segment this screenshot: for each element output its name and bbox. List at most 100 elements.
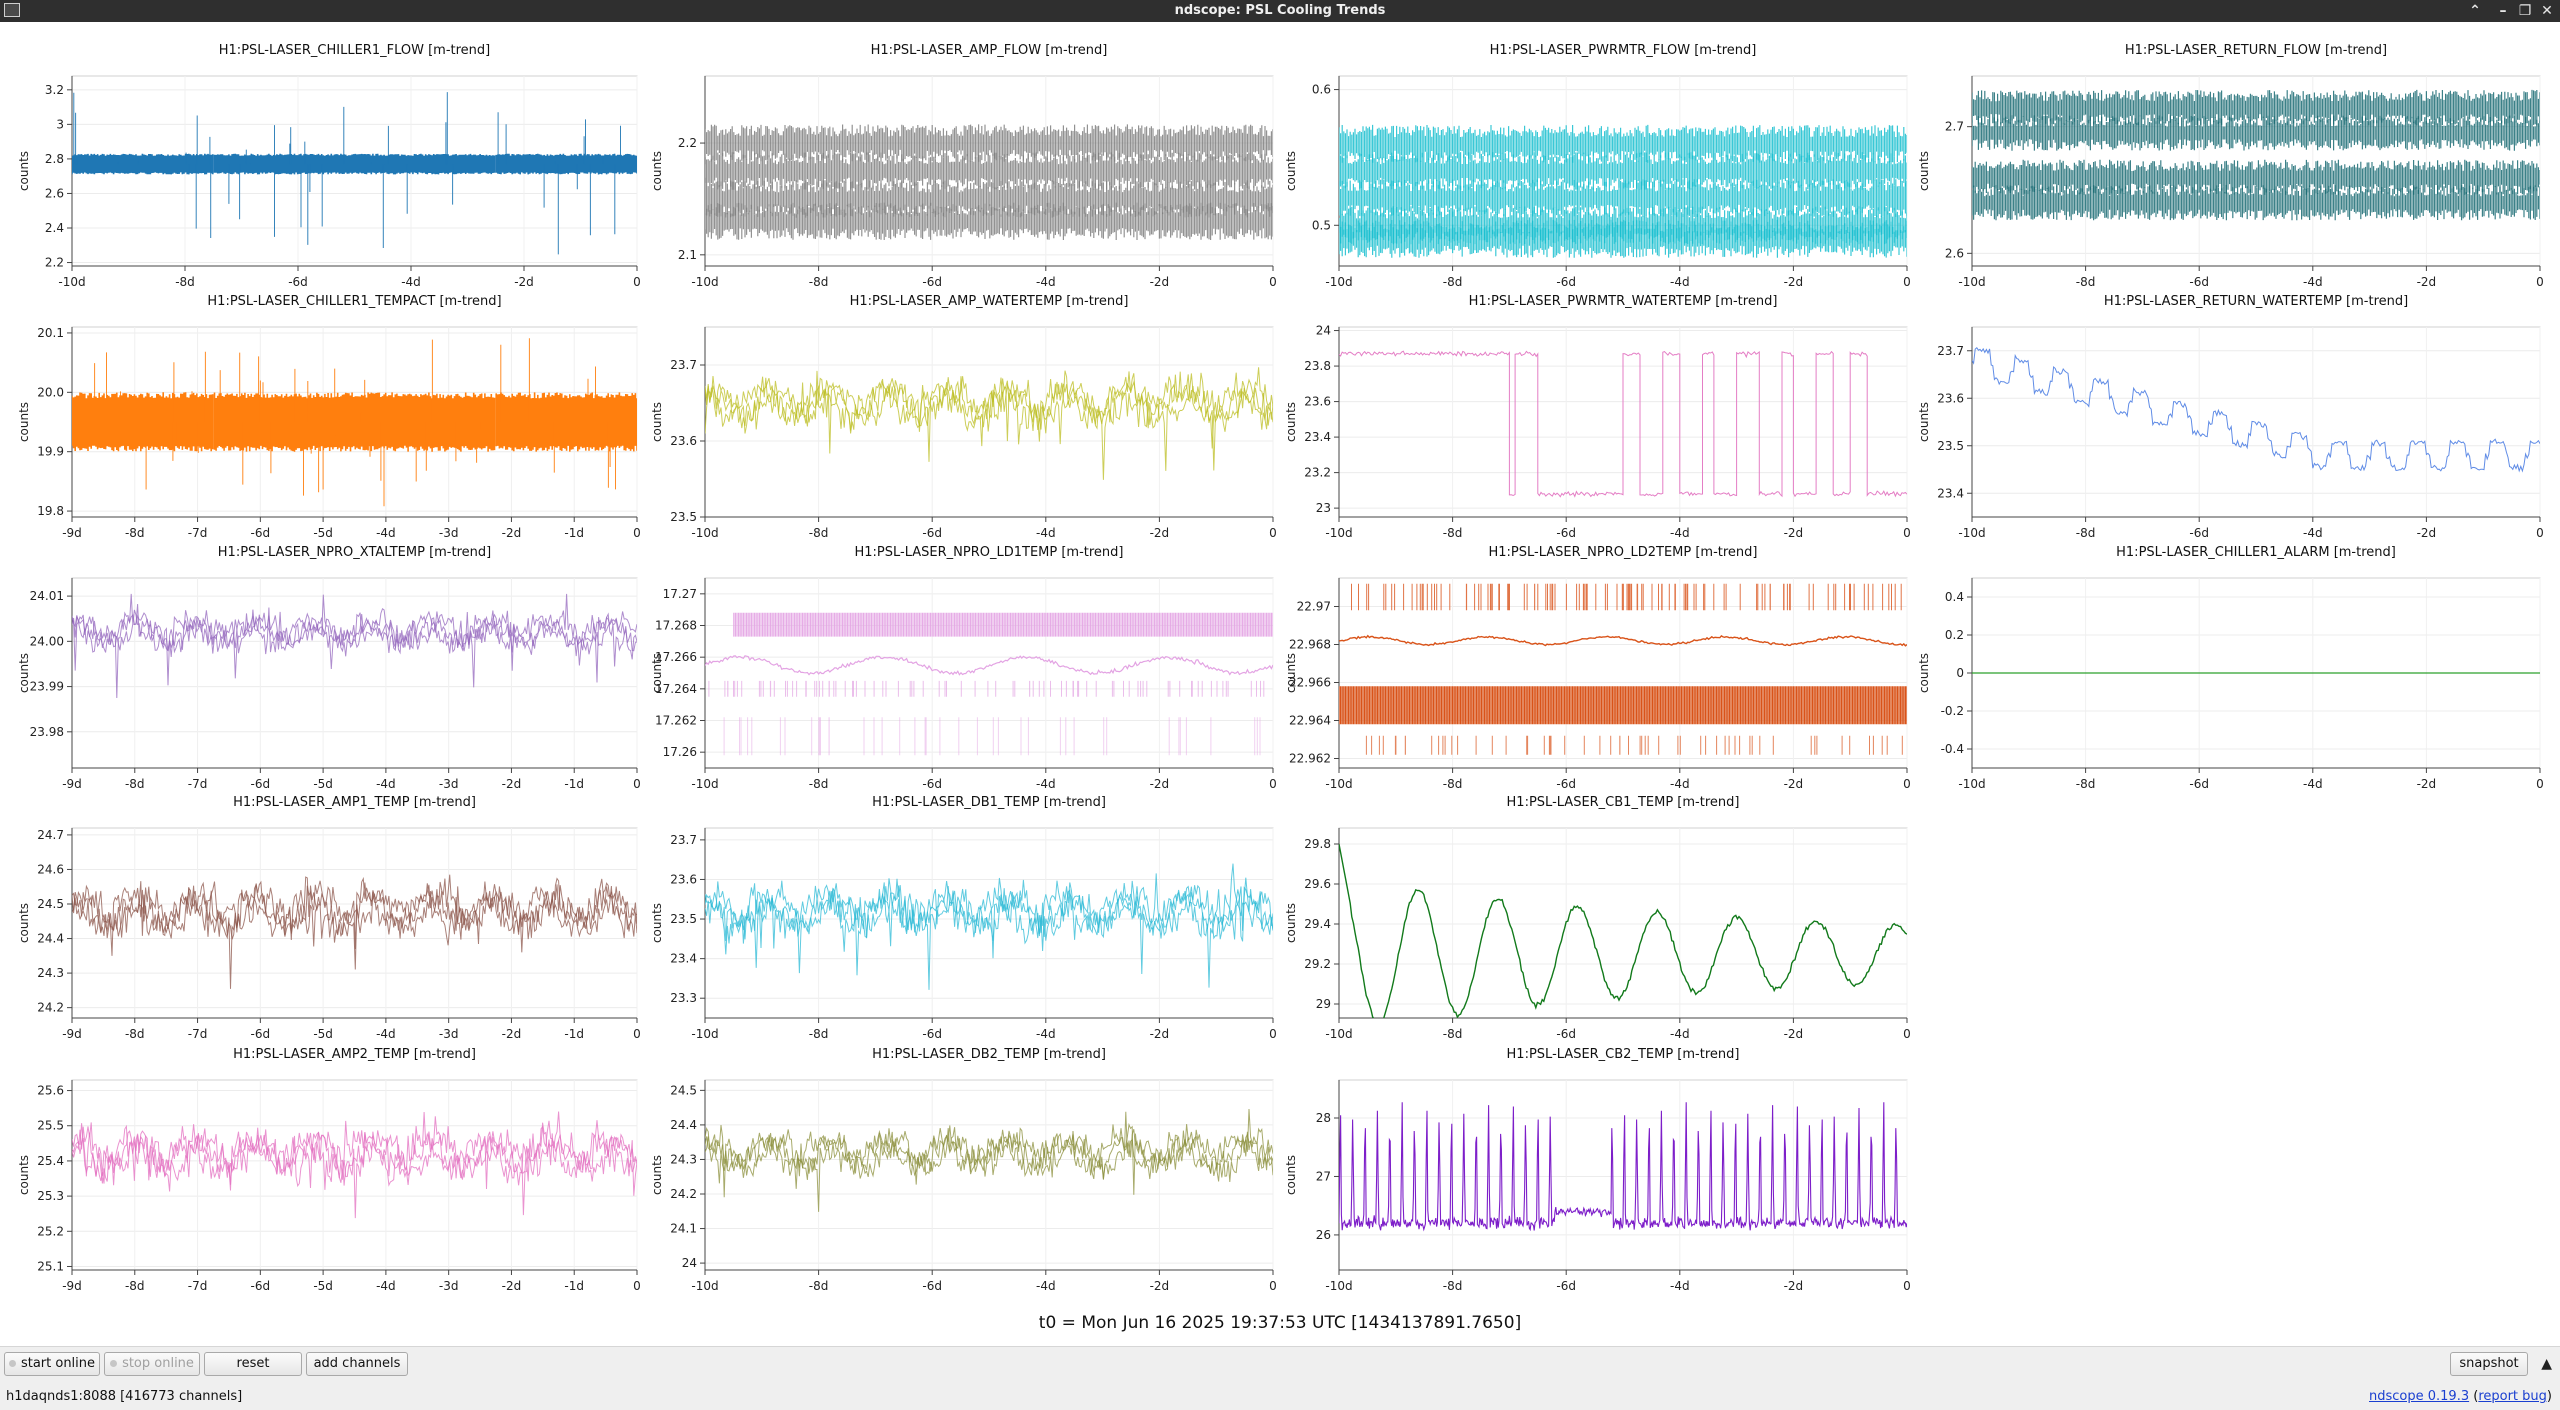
start-online-button[interactable]: start online — [4, 1352, 100, 1376]
x-tick-label: 0 — [1903, 777, 1911, 791]
plot-panel[interactable]: H1:PSL-LASER_CHILLER1_ALARM [m-trend] 0.4… — [1917, 545, 2544, 791]
x-tick-label: -4d — [1036, 275, 1056, 289]
x-tick-label: -8d — [1443, 275, 1463, 289]
y-tick-label: 0.2 — [1945, 628, 1964, 642]
trace — [705, 863, 1273, 990]
x-tick-label: -1d — [564, 526, 584, 540]
x-tick-label: -10d — [1325, 275, 1352, 289]
chevron-up-icon[interactable]: ⌃ — [2469, 3, 2481, 19]
reset-button[interactable]: reset — [204, 1352, 302, 1376]
version-info: ndscope 0.19.3 (report bug) — [2369, 1389, 2552, 1404]
add-channels-button[interactable]: add channels — [306, 1352, 408, 1376]
y-axis-label: counts — [17, 653, 31, 693]
plot-panel[interactable]: H1:PSL-LASER_NPRO_LD1TEMP [m-trend] 17.27… — [650, 545, 1277, 791]
y-tick-label: 25.2 — [37, 1224, 64, 1238]
plot-title: H1:PSL-LASER_DB1_TEMP [m-trend] — [872, 795, 1106, 810]
x-tick-label: -10d — [1958, 275, 1985, 289]
snapshot-button[interactable]: snapshot — [2450, 1352, 2528, 1376]
version-link[interactable]: ndscope 0.19.3 — [2369, 1389, 2470, 1404]
app-icon[interactable] — [4, 3, 20, 17]
maximize-icon[interactable]: ❐ — [2518, 3, 2532, 19]
plot-panel[interactable]: H1:PSL-LASER_RETURN_WATERTEMP [m-trend] 2… — [1917, 294, 2544, 540]
x-tick-label: -8d — [2076, 275, 2096, 289]
trace — [1339, 350, 1907, 498]
report-bug-link[interactable]: report bug — [2478, 1389, 2547, 1404]
trace-band — [73, 92, 621, 255]
plot-panel[interactable]: H1:PSL-LASER_NPRO_LD2TEMP [m-trend] 22.97… — [1284, 545, 1911, 791]
x-tick-label: -2d — [1784, 1279, 1804, 1293]
trace-band — [72, 392, 637, 452]
plot-panel[interactable]: H1:PSL-LASER_AMP_WATERTEMP [m-trend] 23.7… — [650, 294, 1277, 540]
x-tick-label: -8d — [125, 526, 145, 540]
y-tick-label: 23.2 — [1304, 466, 1331, 480]
y-axis-label: counts — [650, 1155, 664, 1195]
plot-area[interactable] — [1338, 827, 1908, 1019]
plot-area[interactable] — [704, 577, 1274, 769]
plot-panel[interactable]: H1:PSL-LASER_DB1_TEMP [m-trend] 23.7 23.6 2… — [650, 795, 1277, 1041]
y-tick-label: 24.1 — [670, 1222, 697, 1236]
title-bar: ndscope: PSL Cooling Trends ⌃ – ❐ ✕ — [0, 0, 2560, 22]
trace — [1339, 1102, 1907, 1232]
trace — [705, 612, 1273, 756]
x-tick-label: -4d — [376, 526, 396, 540]
plot-grid[interactable]: H1:PSL-LASER_CHILLER1_FLOW [m-trend] 3.2 3… — [0, 22, 2560, 1312]
trace-line — [705, 1124, 1273, 1184]
plot-panel[interactable]: H1:PSL-LASER_AMP1_TEMP [m-trend] 24.7 24.6… — [17, 795, 641, 1041]
plot-panel[interactable]: H1:PSL-LASER_CB2_TEMP [m-trend] 28 27 26 -10… — [1284, 1047, 1911, 1293]
y-tick-label: 0.6 — [1312, 83, 1331, 97]
y-tick-label: 17.262 — [655, 714, 697, 728]
plot-panel[interactable]: H1:PSL-LASER_DB2_TEMP [m-trend] 24.5 24.4 2… — [650, 1047, 1277, 1293]
y-tick-label: 24.6 — [37, 862, 64, 876]
y-tick-label: 19.9 — [37, 445, 64, 459]
x-tick-label: -8d — [809, 777, 829, 791]
minimize-icon[interactable]: – — [2499, 3, 2507, 19]
x-tick-label: -6d — [1556, 526, 1576, 540]
x-tick-label: -4d — [1670, 1027, 1690, 1041]
bottom-toolbar: start online stop online reset add chann… — [0, 1346, 2560, 1410]
trace — [1339, 843, 1907, 1018]
x-tick-label: 0 — [633, 1027, 641, 1041]
x-tick-label: -6d — [251, 1279, 271, 1293]
x-tick-label: -2d — [514, 275, 534, 289]
trace — [72, 338, 637, 507]
x-tick-label: -4d — [1670, 275, 1690, 289]
plot-title: H1:PSL-LASER_CHILLER1_FLOW [m-trend] — [219, 43, 490, 58]
y-tick-label: 2.2 — [45, 256, 64, 270]
x-tick-label: -6d — [2189, 526, 2209, 540]
plot-title: H1:PSL-LASER_CHILLER1_ALARM [m-trend] — [2116, 545, 2396, 560]
y-tick-label: 29.4 — [1304, 917, 1331, 931]
y-tick-label: 24.5 — [37, 897, 64, 911]
y-tick-label: 0 — [1956, 666, 1964, 680]
triangle-up-icon[interactable]: ▲ — [2541, 1356, 2552, 1372]
trace-band — [705, 152, 1273, 190]
y-tick-label: 2.6 — [1945, 246, 1964, 260]
plot-title: H1:PSL-LASER_NPRO_LD1TEMP [m-trend] — [855, 545, 1124, 560]
y-tick-label: 17.27 — [663, 587, 697, 601]
plot-title: H1:PSL-LASER_RETURN_FLOW [m-trend] — [2125, 43, 2387, 58]
close-icon[interactable]: ✕ — [2541, 3, 2553, 19]
x-tick-label: -7d — [188, 777, 208, 791]
plot-panel[interactable]: H1:PSL-LASER_PWRMTR_FLOW [m-trend] 0.6 0.5… — [1284, 43, 1911, 289]
plot-panel[interactable]: H1:PSL-LASER_AMP2_TEMP [m-trend] 25.6 25.5… — [17, 1047, 641, 1293]
x-tick-label: -8d — [809, 1279, 829, 1293]
x-tick-label: 0 — [2536, 275, 2544, 289]
x-tick-label: -4d — [1036, 1279, 1056, 1293]
plot-panel[interactable]: H1:PSL-LASER_CHILLER1_TEMPACT [m-trend] 2… — [17, 294, 641, 540]
y-tick-label: 23.5 — [1937, 439, 1964, 453]
x-tick-label: -2d — [2417, 526, 2437, 540]
stop-online-button[interactable]: stop online — [104, 1352, 200, 1376]
plot-panel[interactable]: H1:PSL-LASER_NPRO_XTALTEMP [m-trend] 24.0… — [17, 545, 641, 791]
plot-area[interactable] — [71, 577, 638, 769]
plot-panel[interactable]: H1:PSL-LASER_RETURN_FLOW [m-trend] 2.7 2.6… — [1917, 43, 2544, 289]
plot-panel[interactable]: H1:PSL-LASER_AMP_FLOW [m-trend] 2.2 2.1 -10… — [650, 43, 1277, 289]
plot-area[interactable] — [1338, 1079, 1908, 1271]
y-tick-label: 23.3 — [670, 991, 697, 1005]
plot-panel[interactable]: H1:PSL-LASER_CHILLER1_FLOW [m-trend] 3.2 3… — [17, 43, 641, 289]
trace-band — [733, 612, 1273, 637]
plot-area[interactable] — [1971, 326, 2541, 518]
x-tick-label: -6d — [1556, 1279, 1576, 1293]
plot-panel[interactable]: H1:PSL-LASER_CB1_TEMP [m-trend] 29.8 29.6 2… — [1284, 795, 1911, 1041]
y-tick-label: 29 — [1316, 997, 1331, 1011]
plot-panel[interactable]: H1:PSL-LASER_PWRMTR_WATERTEMP [m-trend] 2… — [1284, 294, 1911, 540]
y-axis-label: counts — [17, 402, 31, 442]
